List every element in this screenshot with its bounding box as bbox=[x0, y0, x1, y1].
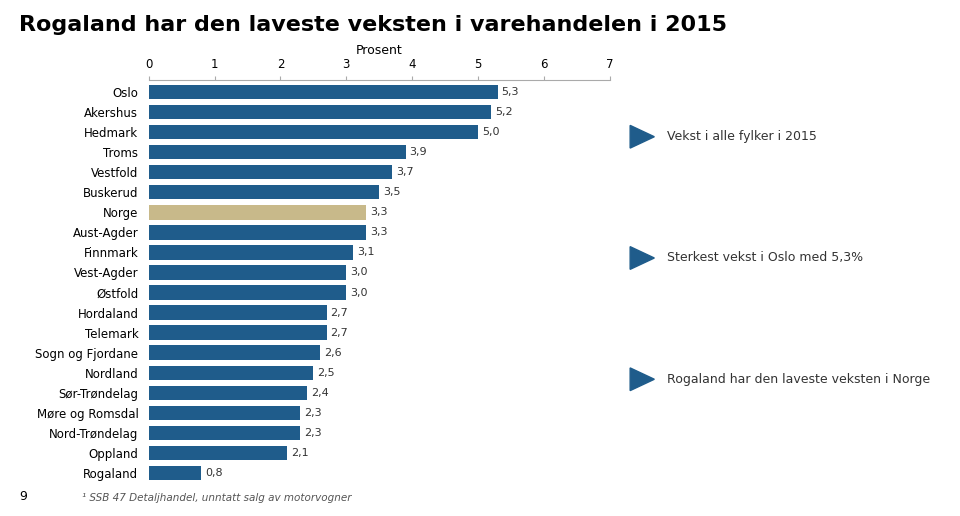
Text: 2,1: 2,1 bbox=[291, 448, 308, 458]
Text: 3,0: 3,0 bbox=[350, 287, 368, 298]
Bar bbox=[149, 145, 405, 159]
Bar bbox=[149, 385, 307, 400]
Bar bbox=[149, 225, 366, 239]
Bar bbox=[149, 105, 492, 119]
Bar bbox=[149, 326, 326, 340]
Text: 3,5: 3,5 bbox=[383, 187, 400, 197]
Text: 3,3: 3,3 bbox=[370, 207, 388, 217]
Bar bbox=[149, 446, 287, 460]
Bar bbox=[149, 346, 320, 360]
Text: 3,0: 3,0 bbox=[350, 267, 368, 278]
Text: Sterkest vekst i Oslo med 5,3%: Sterkest vekst i Oslo med 5,3% bbox=[667, 251, 863, 265]
Bar bbox=[149, 305, 326, 320]
Bar bbox=[149, 285, 347, 300]
Text: 2,6: 2,6 bbox=[324, 348, 342, 358]
Text: Rogaland har den laveste veksten i Norge: Rogaland har den laveste veksten i Norge bbox=[667, 373, 930, 386]
Text: 2,7: 2,7 bbox=[330, 308, 348, 317]
Text: 3,3: 3,3 bbox=[370, 228, 388, 237]
Bar bbox=[149, 85, 497, 99]
Text: 5,0: 5,0 bbox=[482, 127, 499, 137]
Polygon shape bbox=[630, 247, 655, 269]
Text: 5,3: 5,3 bbox=[502, 87, 519, 97]
Bar bbox=[149, 185, 379, 200]
Bar bbox=[149, 426, 300, 440]
Bar bbox=[149, 406, 300, 420]
Text: 2,3: 2,3 bbox=[304, 408, 322, 418]
Polygon shape bbox=[630, 368, 655, 391]
Bar bbox=[149, 125, 478, 139]
Bar bbox=[149, 365, 313, 380]
Text: ¹ SSB 47 Detaljhandel, unntatt salg av motorvogner: ¹ SSB 47 Detaljhandel, unntatt salg av m… bbox=[82, 493, 351, 503]
Text: Vekst i alle fylker i 2015: Vekst i alle fylker i 2015 bbox=[667, 130, 817, 143]
Text: 3,9: 3,9 bbox=[410, 147, 427, 157]
Text: 2,4: 2,4 bbox=[311, 388, 328, 398]
Text: 2,3: 2,3 bbox=[304, 428, 322, 438]
Text: 5,2: 5,2 bbox=[495, 107, 513, 117]
Text: 3,7: 3,7 bbox=[396, 167, 414, 177]
Bar bbox=[149, 466, 202, 480]
Text: 2,7: 2,7 bbox=[330, 328, 348, 337]
Bar bbox=[149, 245, 353, 260]
Text: 9: 9 bbox=[19, 490, 27, 503]
Bar bbox=[149, 165, 393, 180]
Bar bbox=[149, 205, 366, 219]
Text: 0,8: 0,8 bbox=[205, 468, 223, 478]
Text: 3,1: 3,1 bbox=[357, 248, 374, 257]
Polygon shape bbox=[630, 125, 655, 148]
Bar bbox=[149, 265, 347, 280]
X-axis label: Prosent: Prosent bbox=[356, 44, 402, 57]
Text: 2,5: 2,5 bbox=[318, 368, 335, 378]
Text: Rogaland har den laveste veksten i varehandelen i 2015: Rogaland har den laveste veksten i vareh… bbox=[19, 15, 728, 36]
